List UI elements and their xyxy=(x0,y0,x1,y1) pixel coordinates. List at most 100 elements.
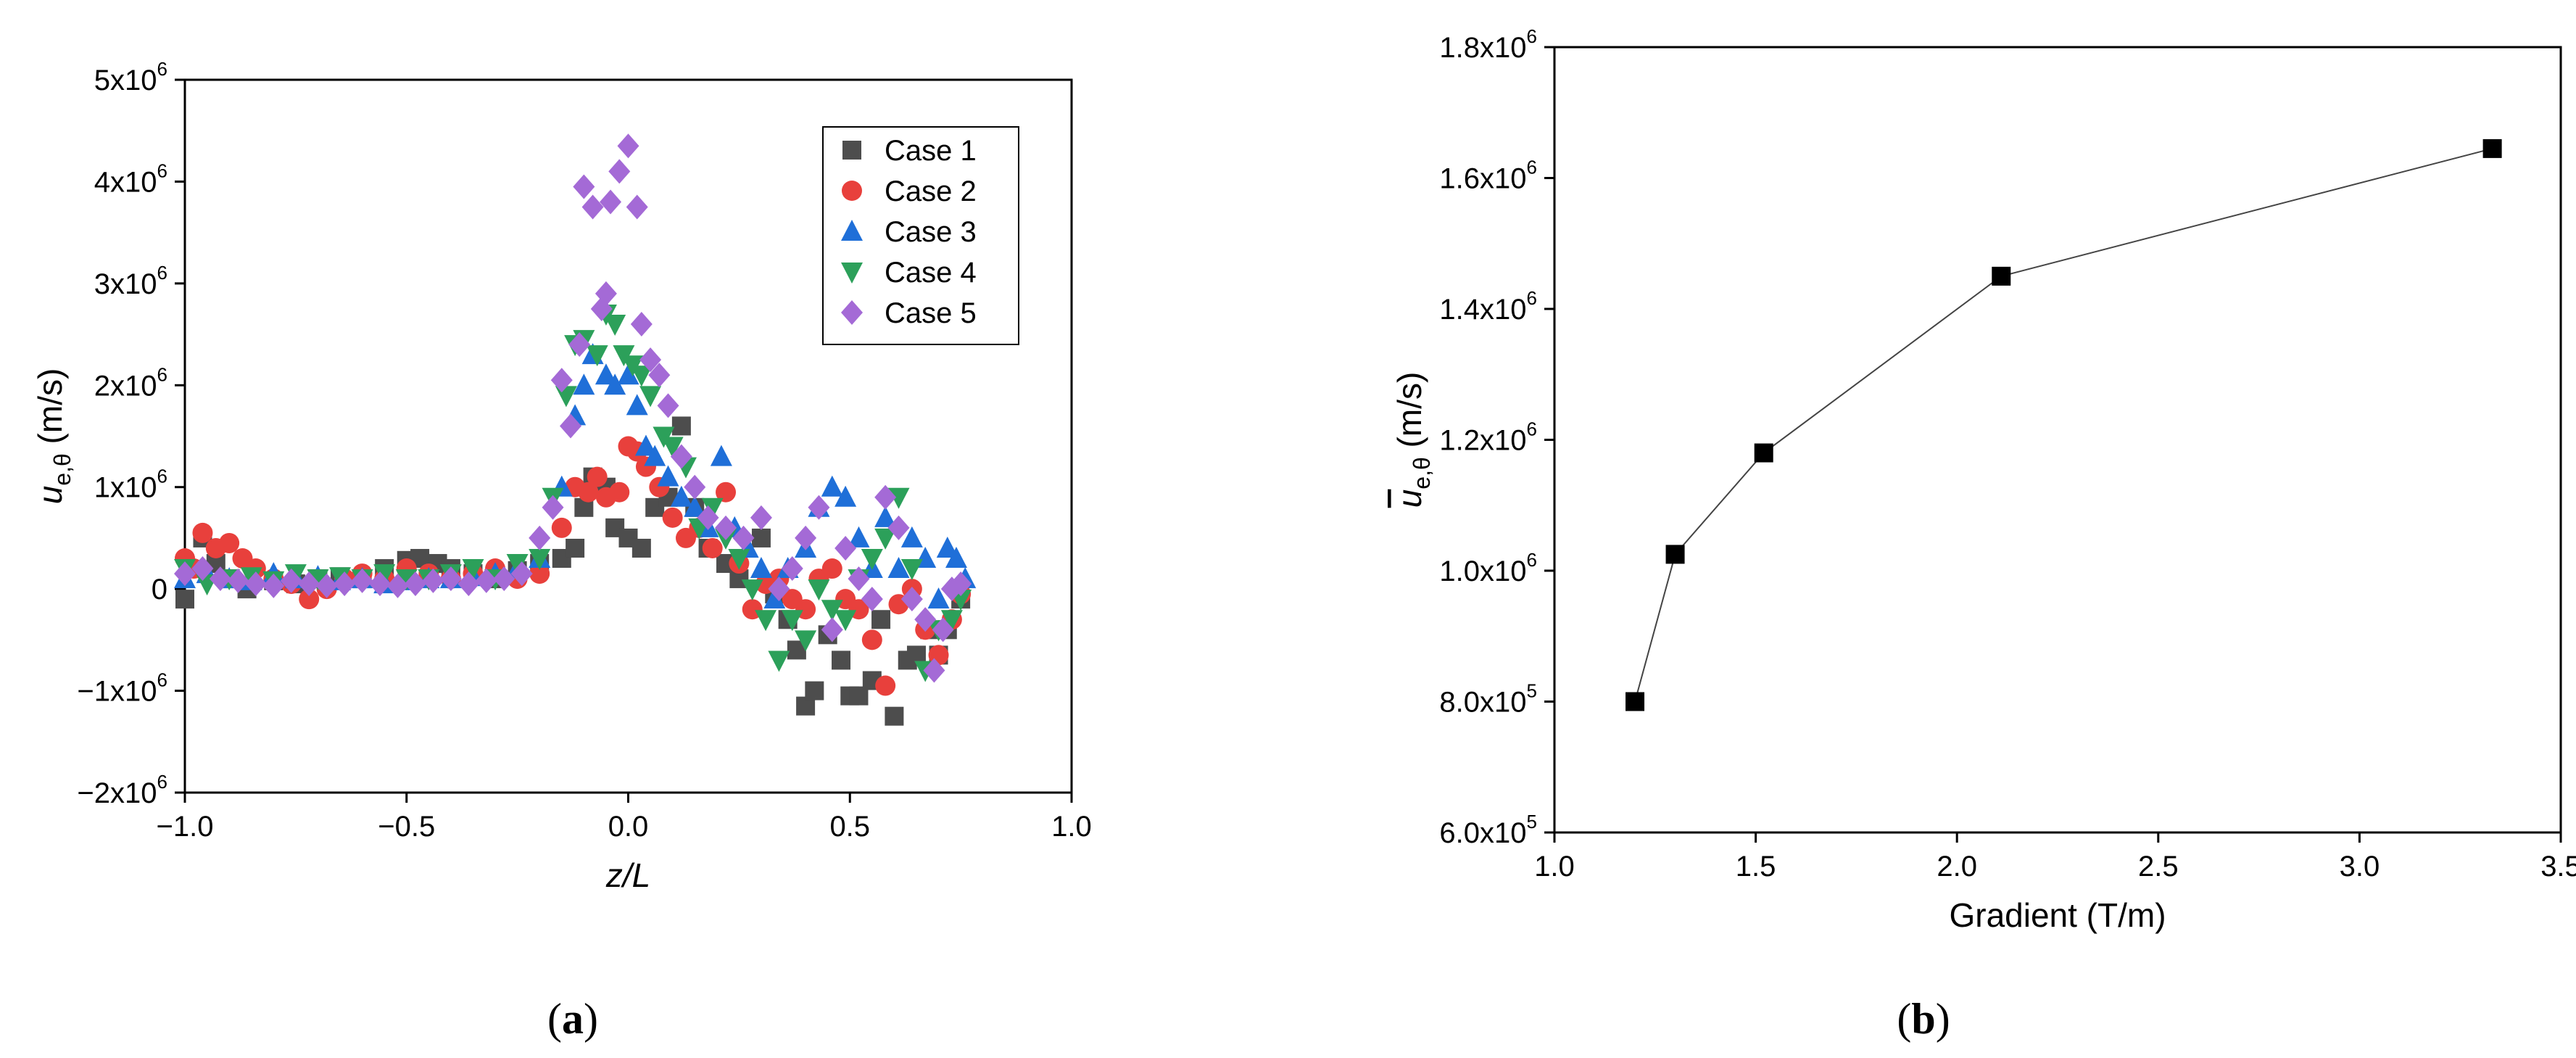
chart-a-data-point xyxy=(887,515,910,540)
chart-a-data-point xyxy=(768,650,790,672)
chart-a-data-point xyxy=(550,368,573,393)
chart-b-x-tick-label: 1.5 xyxy=(1736,851,1776,883)
chart-a-data-point xyxy=(795,630,817,652)
chart-a-data-point xyxy=(751,528,771,547)
chart-a-data-point xyxy=(462,559,484,581)
chart-a-data-point xyxy=(728,549,750,571)
chart-a-data-point xyxy=(821,475,843,497)
chart-a-y-tick-label: 1x106 xyxy=(94,466,167,504)
chart-a-data-point xyxy=(900,587,923,612)
chart-a-data-point xyxy=(750,505,772,530)
chart-a-data-point xyxy=(900,526,923,547)
chart-a-data-point xyxy=(927,587,950,609)
chart-a-data-point xyxy=(626,194,648,220)
chart-b-data-point xyxy=(1665,545,1685,564)
chart-a-x-axis-label: z/L xyxy=(605,856,650,894)
chart-a-legend-label: Case 5 xyxy=(885,297,977,329)
chart-a-data-point xyxy=(219,532,240,553)
chart-b-line: 1.0 1.5 2.0 2.5 3.0 3.5 6.0x105 8.0x105 1.0x106 1… xyxy=(1391,25,2576,934)
chart-a-data-point xyxy=(834,485,857,507)
chart-a-data-point xyxy=(529,525,551,550)
chart-a-data-point xyxy=(781,610,803,632)
chart-a-data-point xyxy=(639,347,662,373)
chart-a-data-point xyxy=(573,373,595,395)
chart-b-y-tick-label: 1.4x106 xyxy=(1439,287,1537,326)
chart-b-y-tick-label: 6.0x105 xyxy=(1439,811,1537,849)
chart-b-y-axis-label: ue,θ (m/s) xyxy=(1391,372,1435,508)
chart-a-data-point xyxy=(555,386,577,408)
chart-a-data-point xyxy=(227,568,249,593)
chart-a-data-point xyxy=(369,571,392,597)
chart-a-data-point xyxy=(529,563,550,584)
chart-a-data-point xyxy=(630,312,653,337)
chart-a-data-point xyxy=(307,569,329,591)
chart-a-data-point xyxy=(373,564,396,586)
chart-a-data-point xyxy=(551,517,572,538)
chart-a-data-point xyxy=(175,590,194,609)
chart-a-data-point xyxy=(422,568,444,593)
chart-a-data-point xyxy=(716,482,737,503)
chart-a-data-point xyxy=(662,507,683,528)
chart-a-data-point xyxy=(439,566,462,592)
chart-a-data-point xyxy=(848,566,870,592)
chart-a-data-point xyxy=(821,617,843,642)
chart-b-series-1 xyxy=(1625,139,2502,711)
chart-a-data-point xyxy=(566,538,585,558)
chart-a-data-point xyxy=(940,610,963,632)
chart-b-frame xyxy=(1553,46,2562,834)
chart-a-data-point xyxy=(608,159,631,184)
chart-a-legend-label: Case 4 xyxy=(885,257,977,289)
chart-a-data-point xyxy=(732,525,755,550)
chart-a-data-point xyxy=(861,587,883,612)
chart-a-data-point xyxy=(715,515,737,540)
chart-a-data-point xyxy=(702,537,723,558)
chart-a-data-point xyxy=(581,194,604,220)
chart-b-y-tick-label: 1.0x106 xyxy=(1439,549,1537,587)
chart-a-data-point xyxy=(874,484,897,510)
chart-a-data-point xyxy=(262,573,285,598)
chart-a-data-point xyxy=(604,373,626,395)
panel-label-b: (b) xyxy=(1897,995,1950,1043)
chart-a-data-point xyxy=(586,345,608,367)
chart-a-data-point xyxy=(630,365,653,387)
chart-a-data-point xyxy=(298,571,320,597)
chart-a-data-point xyxy=(657,393,679,418)
chart-a-legend-marker xyxy=(841,220,863,241)
chart-b-data-point xyxy=(1625,692,1645,711)
chart-a-data-point xyxy=(626,394,648,416)
chart-a-data-point xyxy=(670,485,692,507)
chart-a-series-5 xyxy=(174,133,972,683)
chart-b-x-tick-label: 1.0 xyxy=(1534,851,1575,883)
chart-a-data-point xyxy=(395,569,418,591)
chart-a-data-point xyxy=(887,557,910,579)
chart-a-data-point xyxy=(457,571,480,597)
chart-a-data-point xyxy=(174,561,196,587)
chart-a-data-point xyxy=(386,573,409,598)
chart-b-x-tick-label: 3.5 xyxy=(2540,851,2576,883)
chart-a-data-point xyxy=(595,281,617,306)
chart-a-x-tick-label: 0.0 xyxy=(608,811,649,843)
chart-a-data-point xyxy=(936,536,958,558)
chart-a-data-point xyxy=(914,607,937,632)
chart-a-data-point xyxy=(560,413,582,439)
chart-a-data-point xyxy=(808,579,830,601)
chart-a-data-point xyxy=(617,133,639,159)
chart-a-legend-label: Case 1 xyxy=(885,135,977,167)
chart-a-data-point xyxy=(639,386,662,408)
chart-a-data-point xyxy=(671,416,691,436)
chart-a-data-point xyxy=(244,571,267,597)
chart-a-data-point xyxy=(885,706,904,726)
chart-a-data-point xyxy=(648,363,671,388)
chart-a-y-tick-label: −2x106 xyxy=(77,771,167,809)
chart-a-data-point xyxy=(506,554,529,576)
chart-b-data-point xyxy=(1754,443,1773,463)
chart-a-data-point xyxy=(923,658,945,683)
chart-a-x-tick-label: 0.5 xyxy=(829,811,870,843)
chart-a-scatter: −1.0 −0.5 0.0 0.5 1.0 −2x106 −1x106 0 1x106 2x106… xyxy=(31,58,1092,894)
chart-a-legend-label: Case 2 xyxy=(885,175,977,207)
chart-a-data-point xyxy=(529,549,551,571)
chart-a-data-point xyxy=(821,558,842,579)
chart-a-data-point xyxy=(299,589,320,610)
chart-a-data-point xyxy=(710,445,732,466)
